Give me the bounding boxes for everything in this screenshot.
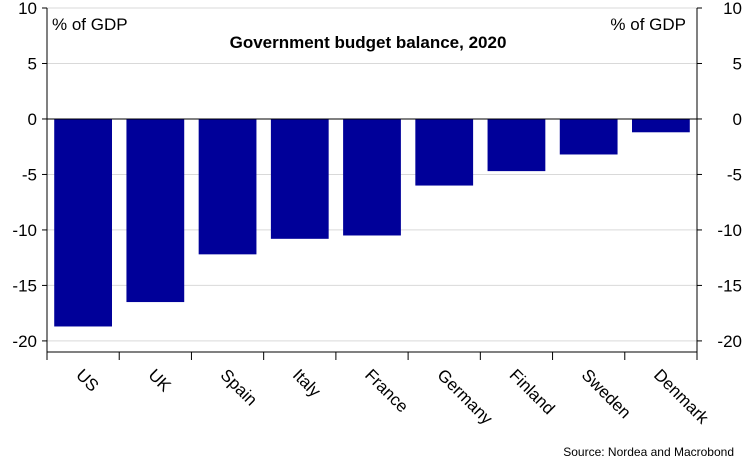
right-axis-unit-label: % of GDP [610,15,686,34]
right-tick-label: -5 [727,165,742,184]
right-tick-label: -15 [717,276,742,295]
bar [559,118,618,155]
left-tick-label: -10 [12,221,37,240]
chart-title: Government budget balance, 2020 [230,33,507,52]
bar [126,118,185,303]
bar [415,118,474,186]
left-tick-label: -5 [22,165,37,184]
bar [343,118,401,236]
category-label: Italy [289,365,325,401]
bar [270,118,329,239]
right-tick-label: 10 [723,0,742,18]
left-tick-label: 0 [28,110,37,129]
bar [487,118,546,172]
category-label: Sweden [578,365,635,422]
left-tick-label: -20 [12,332,37,351]
right-tick-label: -10 [717,221,742,240]
bars [54,118,690,327]
left-tick-label: 5 [28,54,37,73]
right-tick-label: -20 [717,332,742,351]
source-note: Source: Nordea and Macrobond [563,445,734,459]
category-label: Germany [433,365,496,428]
bar [632,118,690,133]
left-tick-label: -15 [12,276,37,295]
tick-labels: 10 10 5 5 0 0 -5 -5 -10 -10 -15 -15 -20 -20 [12,0,742,351]
left-tick-label: 10 [18,0,37,18]
category-label: France [361,365,412,416]
category-label: Denmark [650,365,713,428]
bar [198,118,257,255]
right-tick-label: 0 [733,110,742,129]
left-axis-unit-label: % of GDP [52,15,128,34]
axes [42,7,702,360]
category-label: UK [145,365,176,396]
category-labels: US UK Spain Italy France Germany Finland Sweden… [72,365,712,428]
category-label: Spain [217,365,261,409]
bar [54,118,112,327]
right-tick-label: 5 [733,54,742,73]
category-label: US [72,365,102,395]
category-label: Finland [506,365,559,418]
